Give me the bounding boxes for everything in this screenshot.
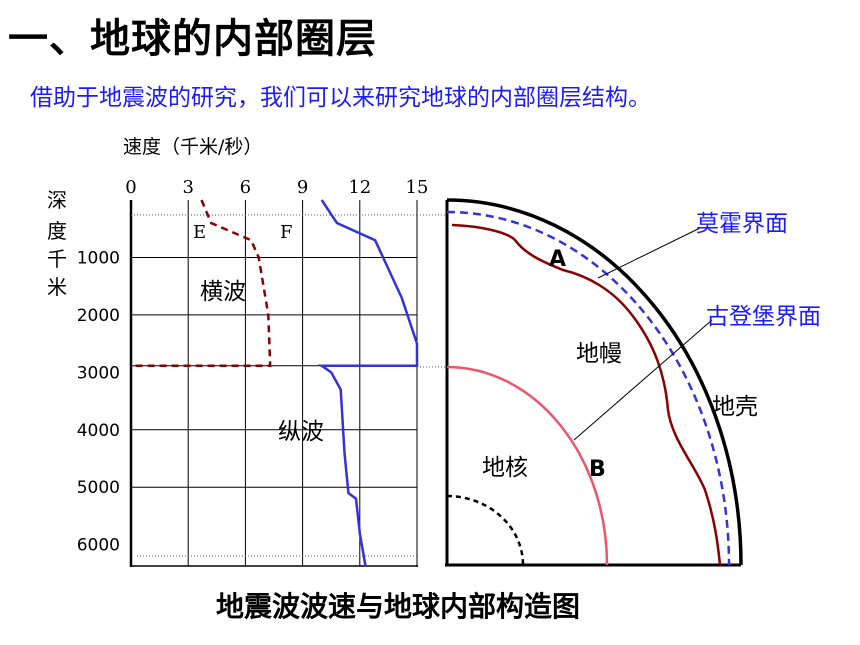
y-tick-label: 5000 <box>77 478 120 498</box>
transverse-wave-label: 横波 <box>200 279 246 305</box>
mantle-label: 地幔 <box>576 341 622 367</box>
x-tick-label: 12 <box>348 177 371 198</box>
moho-discontinuity-arc <box>446 210 731 566</box>
longitudinal-wave-line <box>317 199 419 567</box>
y-tick-label: 4000 <box>77 421 120 441</box>
depth-label-char: 千 <box>47 247 67 271</box>
y-tick-labels: 1000 2000 3000 4000 5000 6000 <box>77 248 120 555</box>
point-b-label: B <box>589 457 606 482</box>
y-tick-label: 1000 <box>77 248 120 268</box>
transverse-wave-line <box>131 199 272 367</box>
y-tick-label: 3000 <box>77 363 120 383</box>
crust-label: 地壳 <box>712 394 758 420</box>
gutenberg-discontinuity-arc <box>446 365 609 566</box>
speed-axis-label: 速度（千米/秒） <box>123 136 263 158</box>
moho-pointer-line <box>597 227 701 279</box>
depth-label-char: 米 <box>47 275 67 299</box>
depth-label-char: 度 <box>47 219 67 243</box>
point-a-label: A <box>549 247 566 272</box>
chart-grid <box>131 200 417 566</box>
x-tick-label: 15 <box>406 177 429 198</box>
moho-label: 莫霍界面 <box>696 211 788 237</box>
x-tick-label: 6 <box>240 177 251 198</box>
depth-axis-label: 深 度 千 米 <box>47 188 67 299</box>
earth-surface-arc <box>446 198 743 566</box>
mantle-boundary-line <box>451 223 722 566</box>
gutenberg-pointer-line <box>573 319 713 441</box>
page-title: 一、地球的内部圈层 <box>8 16 377 62</box>
earth-structure-diagram: 莫霍界面 古登堡界面 地幔 地壳 地核 A B <box>445 198 821 567</box>
wave-speed-chart: 0 3 6 9 12 15 1000 2000 3000 4000 5000 6000 深 度 千 … <box>47 177 446 567</box>
x-tick-label: 0 <box>125 177 136 198</box>
inner-core-arc <box>446 494 525 566</box>
label-e: E <box>193 222 206 243</box>
subtitle: 借助于地震波的研究，我们可以来研究地球的内部圈层结构。 <box>30 85 651 111</box>
y-tick-label: 2000 <box>77 306 120 326</box>
gutenberg-label: 古登堡界面 <box>706 304 821 330</box>
x-tick-label: 9 <box>297 177 308 198</box>
core-label: 地核 <box>482 455 528 481</box>
figure-caption: 地震波波速与地球内部构造图 <box>216 590 581 623</box>
x-tick-labels: 0 3 6 9 12 15 <box>125 177 428 198</box>
longitudinal-wave-label: 纵波 <box>278 419 324 445</box>
x-tick-label: 3 <box>182 177 193 198</box>
label-f: F <box>280 222 293 243</box>
depth-label-char: 深 <box>47 188 67 212</box>
y-tick-label: 6000 <box>77 536 120 556</box>
